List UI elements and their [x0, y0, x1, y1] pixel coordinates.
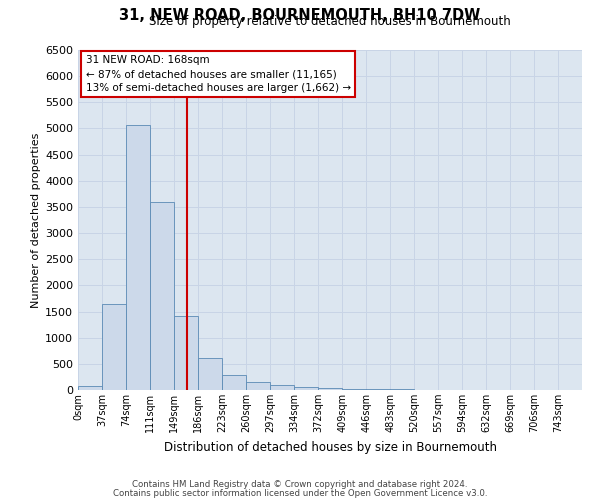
X-axis label: Distribution of detached houses by size in Bournemouth: Distribution of detached houses by size …: [163, 440, 497, 454]
Bar: [270, 384, 294, 390]
Bar: [342, 389, 366, 390]
Bar: [198, 358, 222, 390]
Bar: [246, 382, 270, 390]
Y-axis label: Number of detached properties: Number of detached properties: [31, 132, 41, 308]
Bar: [319, 388, 342, 390]
Text: Contains HM Land Registry data © Crown copyright and database right 2024.: Contains HM Land Registry data © Crown c…: [132, 480, 468, 489]
Bar: [366, 389, 390, 390]
Bar: [150, 202, 173, 390]
Bar: [222, 375, 246, 390]
Bar: [294, 388, 318, 390]
Bar: [78, 386, 102, 390]
Text: 31 NEW ROAD: 168sqm
← 87% of detached houses are smaller (11,165)
13% of semi-de: 31 NEW ROAD: 168sqm ← 87% of detached ho…: [86, 55, 350, 93]
Text: Contains public sector information licensed under the Open Government Licence v3: Contains public sector information licen…: [113, 488, 487, 498]
Bar: [174, 316, 198, 390]
Text: 31, NEW ROAD, BOURNEMOUTH, BH10 7DW: 31, NEW ROAD, BOURNEMOUTH, BH10 7DW: [119, 8, 481, 22]
Title: Size of property relative to detached houses in Bournemouth: Size of property relative to detached ho…: [149, 15, 511, 28]
Bar: [126, 126, 150, 390]
Bar: [102, 304, 126, 390]
